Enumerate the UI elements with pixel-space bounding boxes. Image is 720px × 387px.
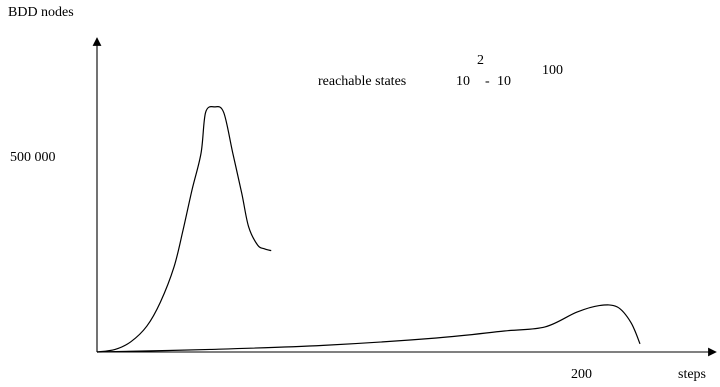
series-layer (97, 107, 640, 352)
x-tick-label: 200 (571, 368, 592, 382)
annotation-dash: - (485, 75, 490, 89)
series-line-1 (97, 107, 271, 352)
annotation-text: reachable states (318, 75, 406, 89)
series-line-2 (97, 305, 640, 352)
annotation-exponent-1: 2 (477, 54, 484, 68)
annotation-exponent-2: 100 (542, 64, 563, 78)
annotation-base-2: 10 (497, 75, 511, 89)
y-axis-label: BDD nodes (8, 6, 74, 20)
y-tick-label: 500 000 (10, 151, 56, 165)
x-axis-label: steps (678, 368, 706, 382)
annotation-base-1: 10 (456, 75, 470, 89)
